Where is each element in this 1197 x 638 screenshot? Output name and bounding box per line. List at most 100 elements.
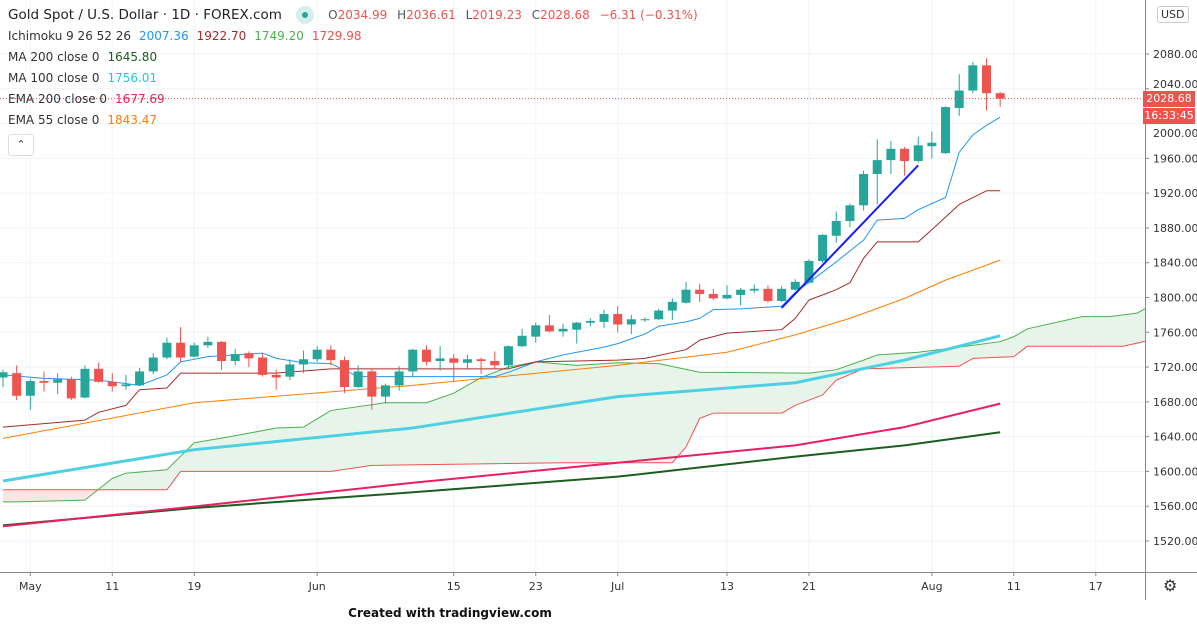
indicator-row[interactable]: Ichimoku 9 26 52 26 2007.36 1922.70 1749.20… <box>8 26 698 47</box>
candle-body <box>954 90 964 108</box>
candle <box>299 350 309 374</box>
cloud-segment <box>371 402 386 466</box>
candle-body <box>749 288 759 291</box>
candle-body <box>544 325 554 332</box>
candle-body <box>667 301 677 311</box>
currency-label[interactable]: USD <box>1157 6 1189 23</box>
price-tick-label: 1560.00 <box>1153 500 1197 513</box>
candle-body <box>271 374 281 378</box>
cloud-segment <box>194 440 208 472</box>
cloud-segment <box>1013 328 1028 357</box>
candle-body <box>599 314 609 322</box>
indicator-value: 1843.47 <box>107 113 158 127</box>
candle <box>941 106 951 155</box>
candle-body <box>900 148 910 161</box>
candle <box>503 345 513 369</box>
indicator-value: 1645.80 <box>107 50 158 64</box>
cloud-segment <box>713 372 727 414</box>
candle-body <box>886 148 896 161</box>
candle <box>927 131 937 159</box>
cloud-segment <box>1082 316 1096 347</box>
price-tick-label: 1760.00 <box>1153 326 1197 339</box>
cloud-segment <box>686 369 700 448</box>
indicator-value: 1922.70 <box>196 29 247 43</box>
cloud-segment <box>549 363 564 463</box>
cloud-segment <box>617 362 632 463</box>
candle-body <box>763 288 773 301</box>
close-value: 2028.68 <box>540 8 590 22</box>
candle-body <box>531 325 541 337</box>
candle <box>708 288 718 301</box>
candle <box>258 353 268 377</box>
candle-body <box>312 349 322 360</box>
candle-body <box>859 174 869 206</box>
indicator-row[interactable]: MA 100 close 0 1756.01 <box>8 68 698 89</box>
candle <box>654 308 664 321</box>
candle <box>886 140 896 175</box>
cloud-segment <box>986 341 1001 358</box>
open-value: 2034.99 <box>337 8 388 22</box>
candle <box>148 353 158 375</box>
candle-body <box>53 379 63 383</box>
candle-body <box>340 360 349 388</box>
collapse-legend-button[interactable]: ⌃ <box>8 134 34 156</box>
candle-body <box>585 320 595 323</box>
candle-body <box>435 358 445 361</box>
price-tick-label: 1840.00 <box>1153 257 1197 270</box>
cloud-segment <box>426 397 441 465</box>
time-tick-label: 17 <box>1089 580 1103 593</box>
time-tick-label: Jul <box>610 580 624 593</box>
gear-icon[interactable]: ⚙ <box>1163 576 1178 595</box>
candle-body <box>995 93 1005 99</box>
candle <box>640 317 650 322</box>
candle-body <box>804 260 814 283</box>
candle <box>736 287 746 306</box>
candle <box>244 351 254 368</box>
candle <box>230 348 240 366</box>
candle-body <box>941 107 951 154</box>
candle-body <box>189 345 199 357</box>
cloud-segment <box>440 393 454 465</box>
candle <box>217 340 227 370</box>
candle <box>476 357 486 375</box>
candle <box>80 365 90 399</box>
indicator-row[interactable]: EMA 200 close 0 1677.69 <box>8 89 698 110</box>
candle-body <box>326 349 336 361</box>
symbol-title[interactable]: Gold Spot / U.S. Dollar · 1D · FOREX.com <box>8 7 282 23</box>
last-price-tag: 2028.68 <box>1143 91 1195 107</box>
candle <box>380 383 390 404</box>
indicator-label: MA 200 close 0 <box>8 50 100 64</box>
cloud-segment <box>754 372 768 414</box>
cloud-segment <box>453 385 468 465</box>
candle-body <box>285 364 295 377</box>
price-tick-label: 2040.00 <box>1153 78 1197 91</box>
cloud-segment <box>535 361 550 464</box>
cloud-segment <box>1109 314 1124 347</box>
indicator-row[interactable]: MA 200 close 0 1645.80 <box>8 47 698 68</box>
cloud-segment <box>166 456 181 490</box>
candle-body <box>148 357 158 372</box>
indicator-row[interactable]: EMA 55 close 0 1843.47 <box>8 110 698 131</box>
price-tick-label: 1640.00 <box>1153 431 1197 444</box>
candle-body <box>203 341 213 346</box>
candle <box>449 354 459 382</box>
candle <box>121 374 131 390</box>
candle-body <box>176 342 186 358</box>
cloud-segment <box>522 361 536 464</box>
cloud-segment <box>726 372 741 414</box>
indicator-line <box>2 259 1001 439</box>
price-tick-label: 1600.00 <box>1153 465 1197 478</box>
candle <box>722 285 732 300</box>
candle-body <box>476 359 486 361</box>
cloud-segment <box>563 364 577 463</box>
time-tick-label: 15 <box>447 580 461 593</box>
price-tick-label: 1720.00 <box>1153 361 1197 374</box>
open-label: O <box>328 8 338 22</box>
candle <box>763 285 773 303</box>
cloud-segment <box>508 364 523 464</box>
candle-body <box>572 322 582 330</box>
candle-body <box>380 385 390 397</box>
cloud-segment <box>740 372 755 414</box>
cloud-segment <box>262 427 277 472</box>
